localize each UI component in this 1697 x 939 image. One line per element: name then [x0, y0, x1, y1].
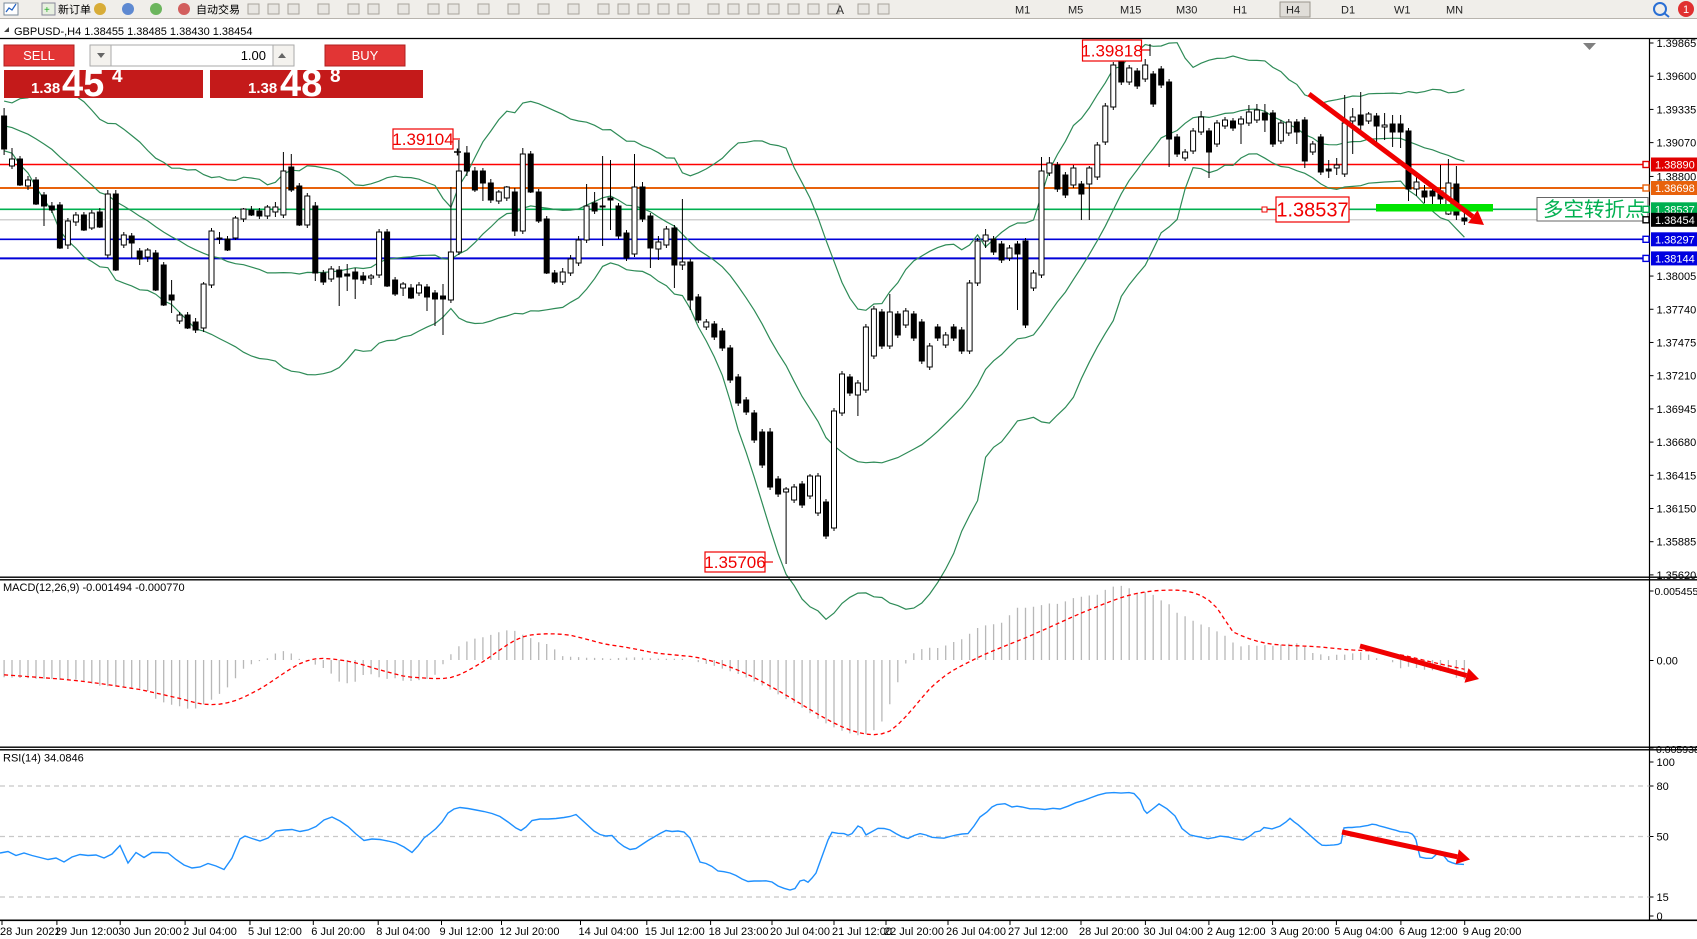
svg-text:1.37210: 1.37210 — [1657, 371, 1697, 383]
svg-text:45: 45 — [62, 63, 104, 105]
svg-text:1.37740: 1.37740 — [1657, 304, 1697, 316]
svg-text:1.36415: 1.36415 — [1657, 470, 1697, 482]
svg-text:27 Jul 12:00: 27 Jul 12:00 — [1008, 926, 1068, 938]
svg-text:1: 1 — [1683, 4, 1689, 16]
svg-text:29 Jun 12:00: 29 Jun 12:00 — [55, 926, 119, 938]
svg-text:1.36150: 1.36150 — [1657, 503, 1697, 515]
svg-text:1.39104: 1.39104 — [392, 130, 453, 149]
svg-text:1.38800: 1.38800 — [1657, 171, 1697, 183]
svg-text:28 Jun 2021: 28 Jun 2021 — [0, 926, 61, 938]
svg-text:1.35706: 1.35706 — [704, 553, 765, 572]
svg-text:1.39865: 1.39865 — [1657, 38, 1697, 50]
svg-text:H4: H4 — [1286, 5, 1300, 17]
svg-text:3 Aug 20:00: 3 Aug 20:00 — [1271, 926, 1330, 938]
svg-text:RSI(14) 34.0846: RSI(14) 34.0846 — [3, 753, 84, 765]
svg-text:+: + — [44, 5, 50, 16]
svg-text:W1: W1 — [1394, 5, 1411, 17]
svg-text:30 Jun 20:00: 30 Jun 20:00 — [118, 926, 182, 938]
svg-text:0: 0 — [1657, 911, 1663, 923]
svg-text:48: 48 — [280, 63, 322, 105]
svg-text:1.38537: 1.38537 — [1276, 200, 1348, 222]
svg-text:1.36680: 1.36680 — [1657, 437, 1697, 449]
svg-text:M15: M15 — [1120, 5, 1141, 17]
svg-text:12 Jul 20:00: 12 Jul 20:00 — [500, 926, 560, 938]
svg-text:D1: D1 — [1341, 5, 1355, 17]
svg-text:1.38698: 1.38698 — [1655, 183, 1695, 195]
svg-text:1.36945: 1.36945 — [1657, 404, 1697, 416]
svg-text:2 Aug 12:00: 2 Aug 12:00 — [1207, 926, 1266, 938]
svg-text:M5: M5 — [1068, 5, 1083, 17]
svg-text:0.00: 0.00 — [1657, 656, 1678, 668]
svg-text:MACD(12,26,9) -0.001494 -0.000: MACD(12,26,9) -0.001494 -0.000770 — [3, 582, 185, 594]
svg-text:15: 15 — [1657, 892, 1669, 904]
svg-text:1.35885: 1.35885 — [1657, 537, 1697, 549]
svg-text:15 Jul 12:00: 15 Jul 12:00 — [645, 926, 705, 938]
svg-text:1.39070: 1.39070 — [1657, 138, 1697, 150]
svg-text:4: 4 — [112, 66, 123, 87]
svg-text:50: 50 — [1657, 832, 1669, 844]
svg-text:26 Jul 04:00: 26 Jul 04:00 — [946, 926, 1006, 938]
svg-text:1.38: 1.38 — [248, 80, 277, 97]
svg-text:28 Jul 20:00: 28 Jul 20:00 — [1079, 926, 1139, 938]
svg-text:30 Jul 04:00: 30 Jul 04:00 — [1143, 926, 1203, 938]
svg-text:-0.005938: -0.005938 — [1653, 744, 1697, 756]
svg-text:6 Jul 20:00: 6 Jul 20:00 — [311, 926, 365, 938]
svg-text:1.37475: 1.37475 — [1657, 337, 1697, 349]
svg-text:1.38005: 1.38005 — [1657, 271, 1697, 283]
svg-text:GBPUSD-,H4 1.38455 1.38485 1.: GBPUSD-,H4 1.38455 1.38485 1.38430 1.384… — [14, 26, 253, 38]
svg-text:22 Jul 20:00: 22 Jul 20:00 — [884, 926, 944, 938]
svg-text:MN: MN — [1446, 5, 1463, 17]
svg-text:1.38890: 1.38890 — [1655, 160, 1695, 172]
svg-text:1.38297: 1.38297 — [1655, 234, 1695, 246]
svg-text:M1: M1 — [1015, 5, 1030, 17]
svg-text:1.39600: 1.39600 — [1657, 71, 1697, 83]
svg-text:1.38454: 1.38454 — [1655, 215, 1695, 227]
svg-text:8 Jul 04:00: 8 Jul 04:00 — [376, 926, 430, 938]
svg-text:9 Jul 12:00: 9 Jul 12:00 — [440, 926, 494, 938]
svg-text:80: 80 — [1657, 781, 1669, 793]
svg-text:9 Aug 20:00: 9 Aug 20:00 — [1463, 926, 1522, 938]
svg-text:1.00: 1.00 — [241, 48, 266, 63]
svg-text:1.39818: 1.39818 — [1081, 42, 1142, 61]
svg-text:1.39335: 1.39335 — [1657, 104, 1697, 116]
svg-text:5 Jul 12:00: 5 Jul 12:00 — [248, 926, 302, 938]
svg-text:14 Jul 04:00: 14 Jul 04:00 — [579, 926, 639, 938]
svg-text:SELL: SELL — [23, 48, 55, 63]
svg-text:2 Jul 04:00: 2 Jul 04:00 — [183, 926, 237, 938]
svg-text:1.35620: 1.35620 — [1657, 570, 1697, 582]
svg-text:5 Aug 04:00: 5 Aug 04:00 — [1334, 926, 1393, 938]
svg-text:1.38144: 1.38144 — [1655, 253, 1695, 265]
svg-text:20 Jul 04:00: 20 Jul 04:00 — [770, 926, 830, 938]
svg-text:1.38: 1.38 — [31, 80, 60, 97]
svg-text:21 Jul 12:00: 21 Jul 12:00 — [832, 926, 892, 938]
svg-text:BUY: BUY — [352, 48, 379, 63]
svg-text:6 Aug 12:00: 6 Aug 12:00 — [1399, 926, 1458, 938]
svg-text:8: 8 — [330, 66, 341, 87]
svg-text:A: A — [836, 3, 844, 17]
svg-text:H1: H1 — [1233, 5, 1247, 17]
svg-text:100: 100 — [1657, 757, 1675, 769]
svg-text:M30: M30 — [1176, 5, 1197, 17]
svg-text:0.005455: 0.005455 — [1655, 586, 1697, 598]
svg-text:18 Jul 23:00: 18 Jul 23:00 — [709, 926, 769, 938]
